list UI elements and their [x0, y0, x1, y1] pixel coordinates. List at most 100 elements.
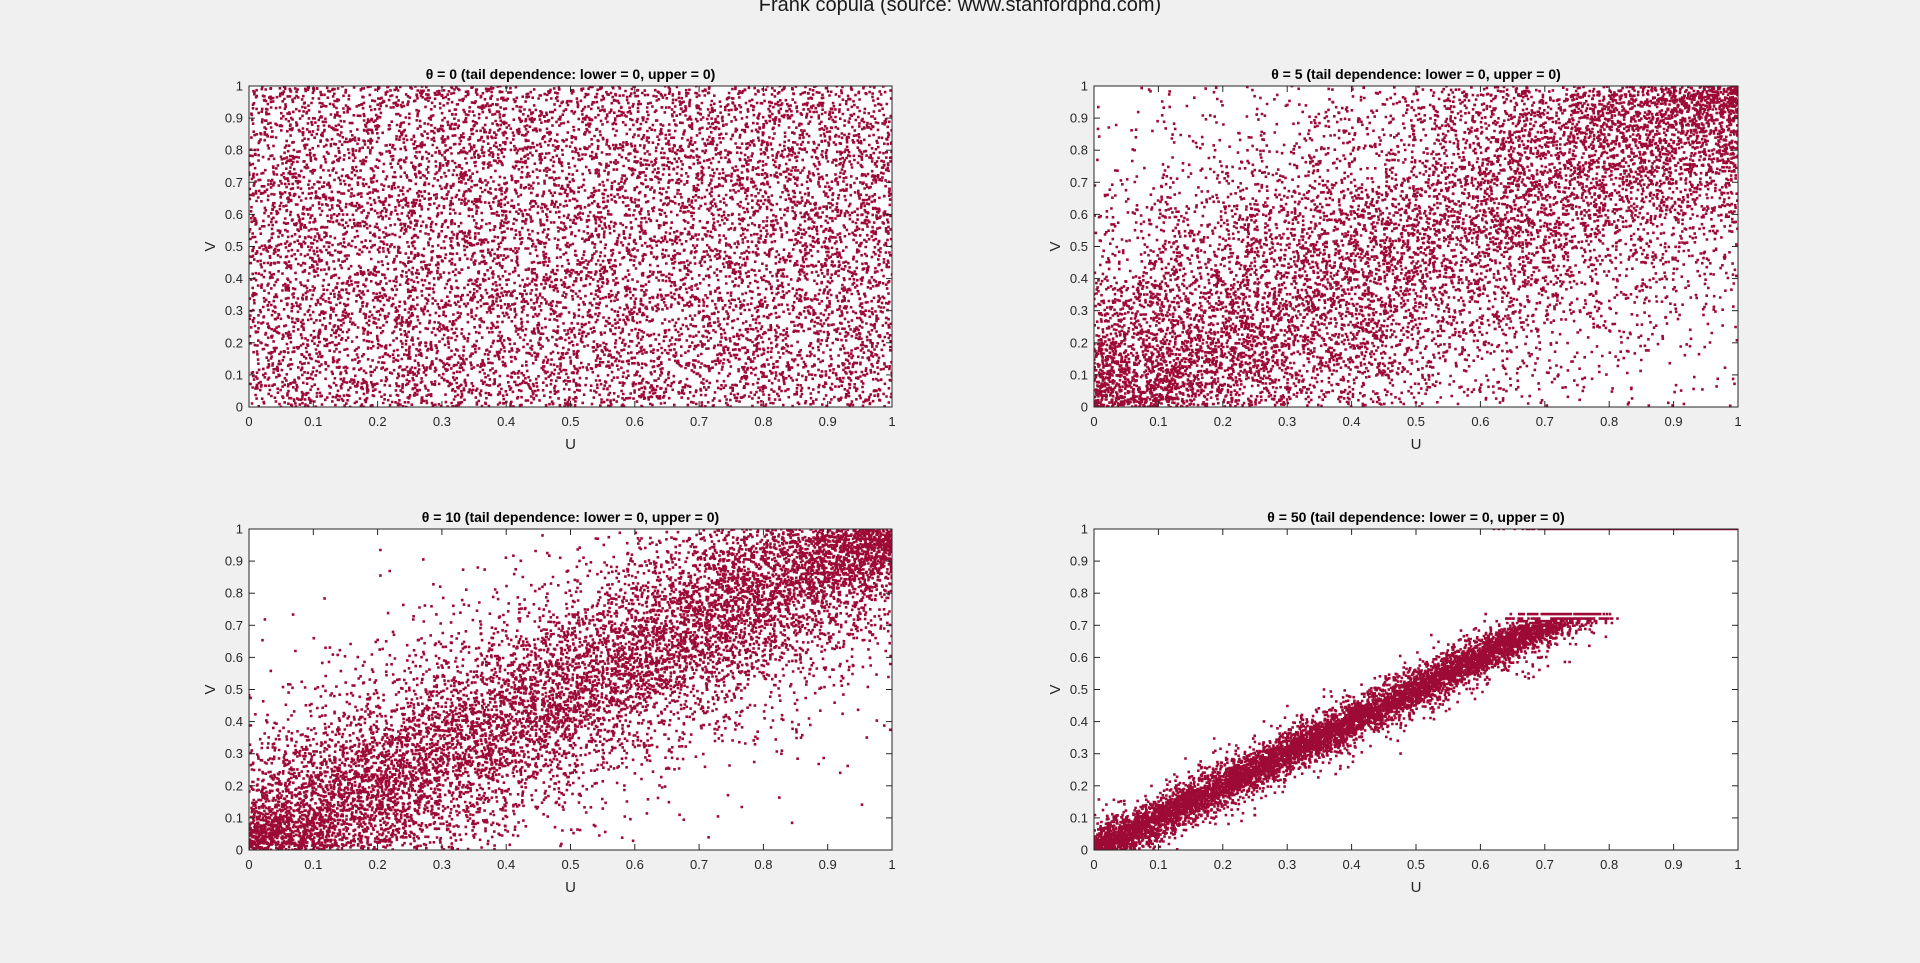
subplot-title: θ = 0 (tail dependence: lower = 0, upper…: [426, 66, 716, 82]
x-tick-label: 0.2: [369, 414, 387, 429]
x-tick-label: 0.3: [1278, 857, 1296, 872]
x-tick-label: 0.8: [1600, 857, 1618, 872]
x-tick-label: 0.3: [433, 414, 451, 429]
x-tick-label: 0: [1090, 857, 1097, 872]
y-tick-label: 0.7: [225, 175, 243, 190]
y-tick-label: 0.4: [225, 271, 243, 286]
x-tick-label: 0.4: [497, 857, 515, 872]
x-tick-label: 1: [1734, 414, 1741, 429]
subplot-title: θ = 5 (tail dependence: lower = 0, upper…: [1271, 66, 1561, 82]
y-tick-label: 0.2: [1070, 335, 1088, 350]
y-tick-label: 0.5: [1070, 239, 1088, 254]
x-tick-label: 0.4: [497, 414, 515, 429]
y-tick-label: 0.2: [1070, 778, 1088, 793]
y-tick-label: 0.1: [225, 810, 243, 825]
x-tick-label: 0.9: [819, 857, 837, 872]
x-tick-label: 0.3: [1278, 414, 1296, 429]
y-tick-label: 0.8: [1070, 586, 1088, 601]
y-tick-label: 0.9: [225, 111, 243, 126]
x-tick-label: 0.2: [1214, 414, 1232, 429]
y-tick-label: 1: [236, 79, 243, 94]
y-tick-label: 0.8: [225, 586, 243, 601]
x-axis-label: U: [1411, 879, 1422, 896]
x-tick-label: 0.7: [1536, 857, 1554, 872]
x-tick-label: 0.1: [304, 857, 322, 872]
x-axis-label: U: [565, 436, 576, 453]
y-tick-label: 0.1: [1070, 810, 1088, 825]
y-axis-label: V: [202, 241, 219, 251]
figure-title: Frank copula (source: www.stanfordphd.co…: [758, 0, 1162, 16]
x-tick-label: 0: [245, 414, 252, 429]
x-tick-label: 0.2: [369, 857, 387, 872]
x-tick-label: 0.8: [1600, 414, 1618, 429]
y-tick-label: 0.3: [1070, 303, 1088, 318]
x-axis-label: U: [565, 879, 576, 896]
scatter-points: [1094, 86, 1738, 407]
x-tick-label: 1: [1734, 857, 1741, 872]
y-tick-label: 0.7: [225, 618, 243, 633]
x-tick-label: 0.6: [626, 414, 644, 429]
y-tick-label: 0.3: [225, 303, 243, 318]
x-tick-label: 0.5: [561, 857, 579, 872]
y-tick-label: 0.7: [1070, 618, 1088, 633]
x-tick-label: 0.3: [433, 857, 451, 872]
y-axis-label: V: [1047, 684, 1064, 694]
scatter-points: [1094, 529, 1738, 850]
y-tick-label: 1: [1081, 522, 1088, 537]
y-tick-label: 0.4: [225, 714, 243, 729]
y-tick-label: 0.4: [1070, 714, 1088, 729]
x-tick-label: 0.7: [690, 857, 708, 872]
x-tick-label: 0.8: [754, 414, 772, 429]
x-tick-label: 0.1: [1149, 857, 1167, 872]
x-tick-label: 1: [888, 414, 895, 429]
y-tick-label: 1: [1081, 79, 1088, 94]
x-tick-label: 0.1: [304, 414, 322, 429]
y-tick-label: 0: [1081, 843, 1088, 858]
x-tick-label: 0.4: [1343, 414, 1361, 429]
x-tick-label: 0: [245, 857, 252, 872]
x-tick-label: 0.5: [561, 414, 579, 429]
subplot-title: θ = 10 (tail dependence: lower = 0, uppe…: [422, 509, 719, 525]
x-tick-label: 0.9: [819, 414, 837, 429]
y-tick-label: 0: [236, 843, 243, 858]
x-tick-label: 0.5: [1407, 857, 1425, 872]
y-tick-label: 0.2: [225, 778, 243, 793]
y-tick-label: 0.5: [225, 682, 243, 697]
x-tick-label: 0.6: [1471, 857, 1489, 872]
y-tick-label: 0.5: [225, 239, 243, 254]
y-tick-label: 0.9: [225, 554, 243, 569]
y-tick-label: 0.4: [1070, 271, 1088, 286]
y-tick-label: 0: [1081, 400, 1088, 415]
y-tick-label: 0.6: [1070, 207, 1088, 222]
y-tick-label: 0.8: [1070, 143, 1088, 158]
x-tick-label: 0.1: [1149, 414, 1167, 429]
y-tick-label: 0.5: [1070, 682, 1088, 697]
x-tick-label: 0.6: [1471, 414, 1489, 429]
x-tick-label: 0.8: [754, 857, 772, 872]
y-tick-label: 0.3: [1070, 746, 1088, 761]
scatter-points: [249, 529, 892, 850]
x-tick-label: 0.7: [690, 414, 708, 429]
y-tick-label: 0: [236, 400, 243, 415]
x-tick-label: 0.9: [1665, 414, 1683, 429]
x-tick-label: 0: [1090, 414, 1097, 429]
scatter-points: [249, 86, 892, 407]
y-tick-label: 0.6: [225, 207, 243, 222]
x-tick-label: 0.5: [1407, 414, 1425, 429]
subplot-4: 0 0.1 0.2 0.3 0.4 0.5 0.6 0.7 0.8 0.9 1 0 0.1 0.2 0.3 0…: [1047, 509, 1742, 896]
x-tick-label: 0.9: [1665, 857, 1683, 872]
y-tick-label: 1: [236, 522, 243, 537]
y-tick-label: 0.6: [1070, 650, 1088, 665]
subplot-2: 0 0.1 0.2 0.3 0.4 0.5 0.6 0.7 0.8 0.9 1 0 0.1 0.2 0.3 0…: [1047, 66, 1742, 453]
y-axis-label: V: [1047, 241, 1064, 251]
y-tick-label: 0.9: [1070, 111, 1088, 126]
y-tick-label: 0.2: [225, 335, 243, 350]
x-tick-label: 0.7: [1536, 414, 1554, 429]
y-tick-label: 0.8: [225, 143, 243, 158]
subplot-1: 0 0.1 0.2 0.3 0.4 0.5 0.6 0.7 0.8 0.9 1 0 0.1 0.2 0.3 0…: [202, 66, 896, 453]
y-axis-label: V: [202, 684, 219, 694]
x-axis-label: U: [1411, 436, 1422, 453]
y-tick-label: 0.1: [225, 367, 243, 382]
